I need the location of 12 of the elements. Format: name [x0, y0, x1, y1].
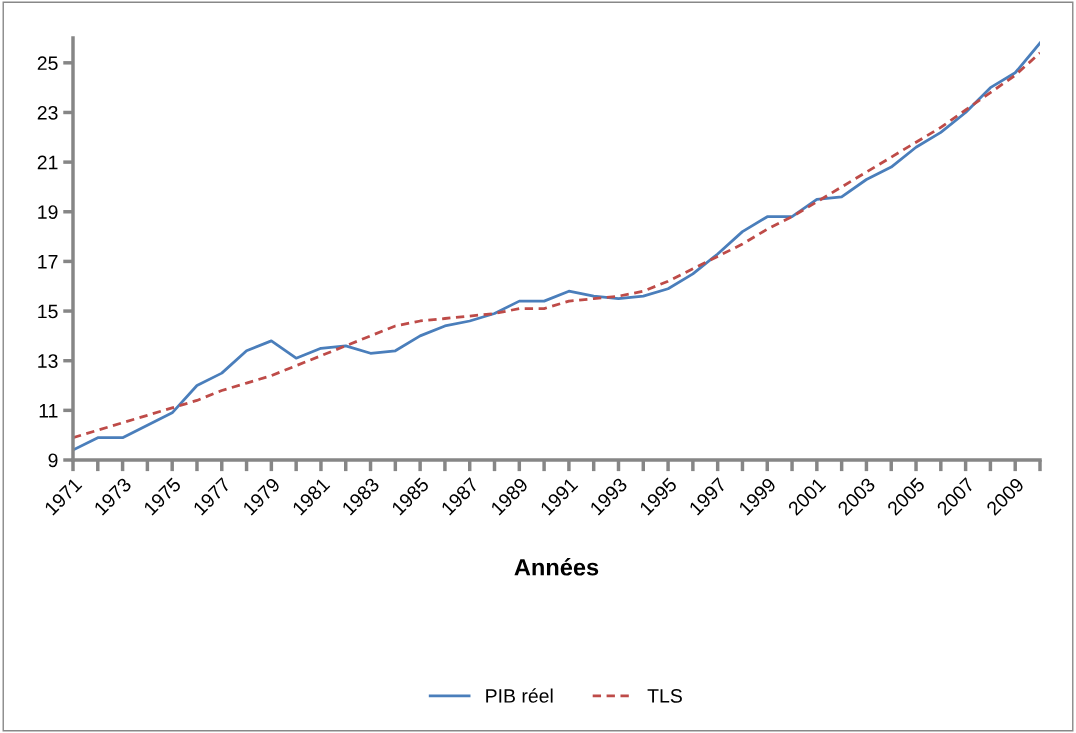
y-tick-label: 15 [38, 304, 58, 319]
y-tick-label: 19 [38, 205, 58, 219]
y-tick-label: 23 [37, 105, 58, 120]
y-tick-label: 11 [39, 404, 58, 418]
y-tick-label: 21 [37, 155, 58, 170]
y-tick-label: 9 [48, 453, 58, 468]
legend-label: PIB réel [486, 688, 553, 703]
legend-label: TLS [647, 689, 682, 703]
x-axis-title: Années [514, 558, 599, 576]
y-tick-label: 17 [38, 255, 58, 269]
y-tick-label: 25 [37, 56, 58, 71]
y-tick-label: 13 [38, 354, 58, 368]
